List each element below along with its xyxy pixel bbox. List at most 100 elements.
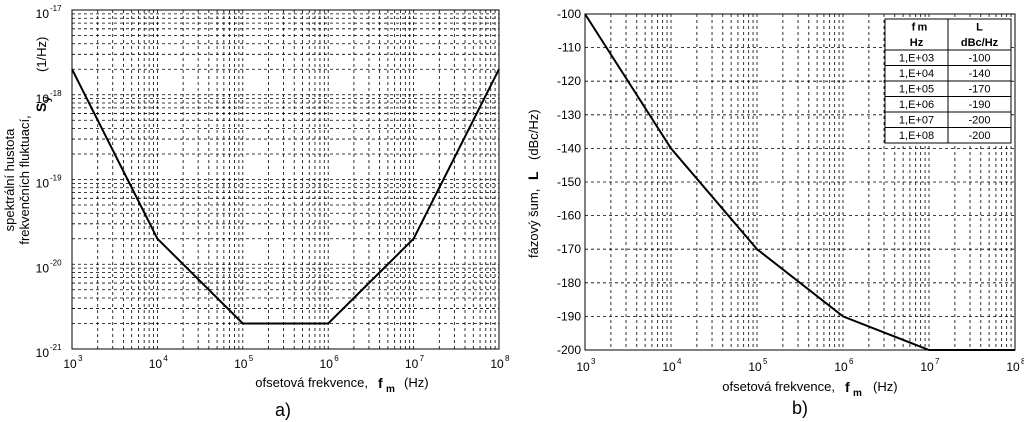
table-col-header-sub: m [918,22,928,34]
chart-a-y-symbol-sub: y [42,96,53,102]
chart-b-x-tick-labels: 10 3 10 4 10 5 10 6 10 7 10 8 [576,357,1024,374]
data-table: f m L Hz dBc/Hz 1,E+03 -100 1,E+04 -140 1,E+05 -17… [884,18,1012,144]
table-col-header: f [912,22,916,34]
chart-b-x-symbol: f [845,379,850,395]
table-cell: -190 [968,99,990,111]
chart-a-series-line [71,68,500,325]
chart-b-x-tick-label: 10 [1006,360,1020,374]
chart-a-x-tick-exp: 4 [163,354,168,363]
chart-a-grid [72,10,499,349]
chart-a-y-unit: (1/Hz) [34,37,49,72]
table-cell: -200 [968,115,990,127]
chart-a-y-label-line2: frekvenčních fluktuací, [17,115,32,244]
chart-a-x-symbol-sub: m [386,384,395,395]
chart-a-x-tick-exp: 3 [78,354,83,363]
chart-b-y-tick-label: -200 [557,343,581,357]
chart-b-y-tick-label: -110 [558,41,581,55]
chart-a-plot-frame [71,9,500,350]
chart-a-x-tick-label: 10 [405,357,419,371]
chart-b-y-tick-label: -180 [557,276,581,290]
table-cell: 1,E+03 [899,53,934,65]
table-cell: -200 [968,130,990,142]
chart-a-x-tick-exp: 6 [334,354,339,363]
chart-b-x-tick-exp: 7 [935,357,940,366]
chart-b-plot-frame [584,13,1016,351]
chart-b-y-tick-label: -190 [557,309,581,323]
table-col-header: L [976,22,983,34]
table-col-unit: dBc/Hz [961,37,999,49]
chart-b-y-tick-label: -170 [557,242,581,256]
panel-label-a: a) [275,400,291,420]
chart-a-x-unit: (Hz) [404,375,429,390]
chart-b-y-tick-label: -130 [557,108,581,122]
table-cell: 1,E+08 [899,130,934,142]
chart-b-y-tick-label: -140 [557,141,581,155]
chart-a-y-label-group: spektrální hustota [2,128,17,231]
chart-a-x-tick-label: 10 [320,357,334,371]
chart-b-x-tick-exp: 6 [849,357,854,366]
chart-b-y-label-group: fázový šum, [526,189,541,258]
chart-b-x-symbol-sub: m [853,388,862,399]
chart-a-y-tick-exp: -18 [50,89,62,98]
chart-b-x-tick-exp: 3 [591,357,596,366]
chart-b-x-tick-label: 10 [576,360,590,374]
chart-a-y-unit-group: (1/Hz) [34,37,49,72]
chart-a-x-tick-exp: 8 [505,354,510,363]
panel-label-b: b) [792,398,808,418]
chart-b-x-unit: (Hz) [873,379,898,394]
chart-a-y-tick-label: 10 [36,261,50,275]
chart-a-x-tick-label: 10 [149,357,163,371]
chart-b-y-symbol: L [525,171,541,180]
chart-a-x-symbol: f [378,375,383,391]
chart-a-x-tick-exp: 7 [420,354,425,363]
table-cell: 1,E+05 [899,84,934,96]
chart-a-x-label: ofsetová frekvence, [255,375,368,390]
chart-a-y-tick-exp: -17 [50,4,62,13]
table-cell: -140 [968,68,990,80]
table-cell: 1,E+07 [899,115,934,127]
chart-a-y-tick-label: 10 [36,7,50,21]
table-cell: 1,E+06 [899,99,934,111]
chart-a-y-label-line1: spektrální hustota [2,128,17,231]
chart-b-y-tick-label: -160 [557,209,581,223]
table-cell: 1,E+04 [899,68,934,80]
chart-a-y-label-group2: frekvenčních fluktuací, [17,115,32,244]
chart-a-y-symbol-group: S y [33,96,53,112]
chart-a-y-tick-exp: -20 [50,258,62,267]
chart-a-y-tick-exp: -21 [50,343,62,352]
chart-a-x-tick-label: 10 [490,357,504,371]
chart-b-y-unit-group: (dBc/Hz) [526,109,541,160]
chart-b-y-tick-label: -150 [557,175,581,189]
chart-b-x-tick-exp: 8 [1021,357,1024,366]
chart-a-x-tick-labels: 10 3 10 4 10 5 10 6 10 7 10 8 [63,354,510,371]
chart-a-y-tick-exp: -19 [50,174,62,183]
chart-a-y-tick-label: 10 [36,92,50,106]
chart-b-x-tick-label: 10 [662,360,676,374]
table-cell: -100 [968,53,990,65]
chart-b-y-tick-label: -120 [557,74,581,88]
table-col-unit: Hz [910,37,924,49]
chart-b-y-tick-label: -100 [557,7,581,21]
chart-a-y-tick-label: 10 [36,346,50,360]
chart-a-x-tick-label: 10 [234,357,248,371]
table-cell: -170 [968,84,990,96]
chart-a-y-tick-label: 10 [36,177,50,191]
chart-a-y-symbol: S [33,103,49,112]
chart-a-x-tick-exp: 5 [249,354,254,363]
chart-b-x-tick-label: 10 [748,360,762,374]
chart-b: 10 3 10 4 10 5 10 6 10 7 10 8 -100-110-120-130-140-… [525,7,1024,418]
chart-b-x-tick-label: 10 [920,360,934,374]
chart-b-y-label: fázový šum, [526,189,541,258]
chart-b-x-tick-label: 10 [834,360,848,374]
chart-b-x-tick-exp: 5 [763,357,768,366]
chart-b-y-unit: (dBc/Hz) [526,109,541,160]
chart-b-y-tick-labels: -100 -110 -120 -130 -140 -150 -160 -170 -180 -190… [557,7,581,357]
chart-b-y-symbol-group: L [525,171,541,180]
chart-b-x-label: ofsetová frekvence, [722,379,835,394]
chart-b-x-tick-exp: 4 [677,357,682,366]
chart-b-series-line [584,13,1015,351]
